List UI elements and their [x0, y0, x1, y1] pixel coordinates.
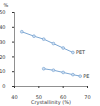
svg-text:40: 40 — [11, 94, 17, 100]
svg-text:50: 50 — [0, 9, 6, 15]
svg-text:20: 20 — [0, 54, 6, 60]
svg-text:0: 0 — [2, 83, 5, 89]
svg-text:PE: PE — [83, 73, 89, 79]
svg-text:PET: PET — [76, 49, 86, 55]
svg-text:50: 50 — [35, 94, 42, 101]
svg-text:10: 10 — [0, 68, 6, 74]
svg-text:60: 60 — [60, 94, 67, 101]
svg-text:%: % — [4, 2, 9, 8]
svg-text:70: 70 — [84, 94, 90, 100]
svg-text:30: 30 — [0, 39, 6, 45]
svg-text:Crystallinity (%): Crystallinity (%) — [31, 99, 71, 106]
svg-text:40: 40 — [0, 24, 6, 30]
